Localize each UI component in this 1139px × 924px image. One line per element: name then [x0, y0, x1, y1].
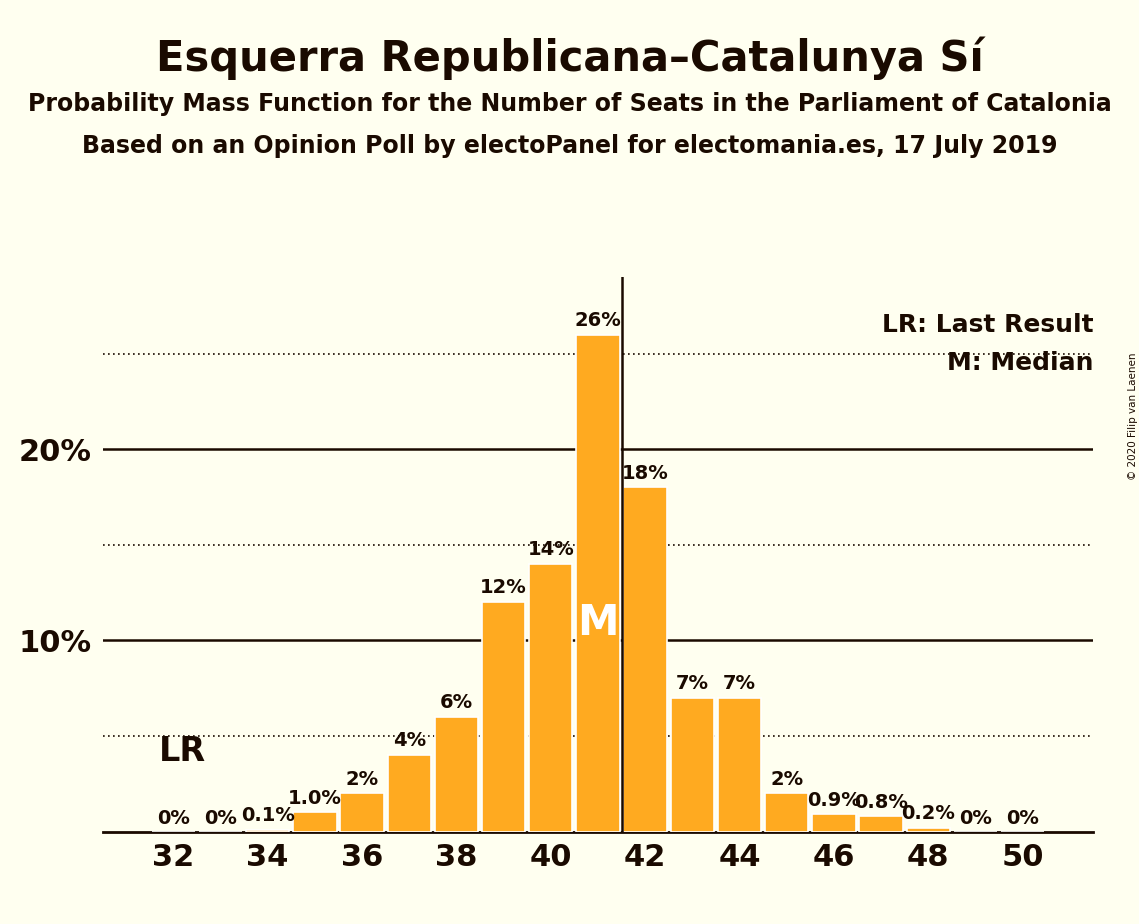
- Text: 0.8%: 0.8%: [854, 793, 908, 811]
- Bar: [341, 794, 384, 832]
- Bar: [435, 717, 478, 832]
- Bar: [812, 814, 855, 832]
- Bar: [718, 698, 761, 832]
- Text: 0.1%: 0.1%: [240, 806, 295, 825]
- Text: 18%: 18%: [622, 464, 669, 482]
- Bar: [387, 755, 431, 832]
- Text: Esquerra Republicana–Catalunya Sí: Esquerra Republicana–Catalunya Sí: [156, 37, 983, 80]
- Bar: [623, 488, 666, 832]
- Text: 0%: 0%: [157, 808, 190, 828]
- Text: 12%: 12%: [481, 578, 527, 598]
- Text: 0%: 0%: [204, 808, 237, 828]
- Text: 4%: 4%: [393, 732, 426, 750]
- Text: M: Median: M: Median: [947, 351, 1093, 375]
- Text: 26%: 26%: [574, 310, 622, 330]
- Bar: [530, 564, 573, 832]
- Text: 7%: 7%: [675, 674, 708, 693]
- Bar: [671, 698, 714, 832]
- Bar: [765, 794, 809, 832]
- Text: 0%: 0%: [1006, 808, 1039, 828]
- Bar: [860, 816, 903, 832]
- Text: Probability Mass Function for the Number of Seats in the Parliament of Catalonia: Probability Mass Function for the Number…: [27, 92, 1112, 116]
- Bar: [246, 830, 289, 832]
- Text: LR: LR: [159, 735, 206, 768]
- Text: 6%: 6%: [440, 693, 473, 712]
- Text: 2%: 2%: [345, 770, 378, 788]
- Text: © 2020 Filip van Laenen: © 2020 Filip van Laenen: [1129, 352, 1138, 480]
- Text: M: M: [577, 602, 618, 644]
- Text: LR: Last Result: LR: Last Result: [882, 313, 1093, 337]
- Text: Based on an Opinion Poll by electoPanel for electomania.es, 17 July 2019: Based on an Opinion Poll by electoPanel …: [82, 134, 1057, 158]
- Text: 0.9%: 0.9%: [808, 791, 861, 809]
- Bar: [482, 602, 525, 832]
- Text: 2%: 2%: [770, 770, 803, 788]
- Text: 0.2%: 0.2%: [901, 804, 956, 823]
- Text: 14%: 14%: [527, 541, 574, 559]
- Text: 1.0%: 1.0%: [288, 789, 342, 808]
- Bar: [576, 334, 620, 832]
- Text: 7%: 7%: [723, 674, 756, 693]
- Text: 0%: 0%: [959, 808, 992, 828]
- Bar: [293, 812, 336, 832]
- Bar: [907, 828, 950, 832]
